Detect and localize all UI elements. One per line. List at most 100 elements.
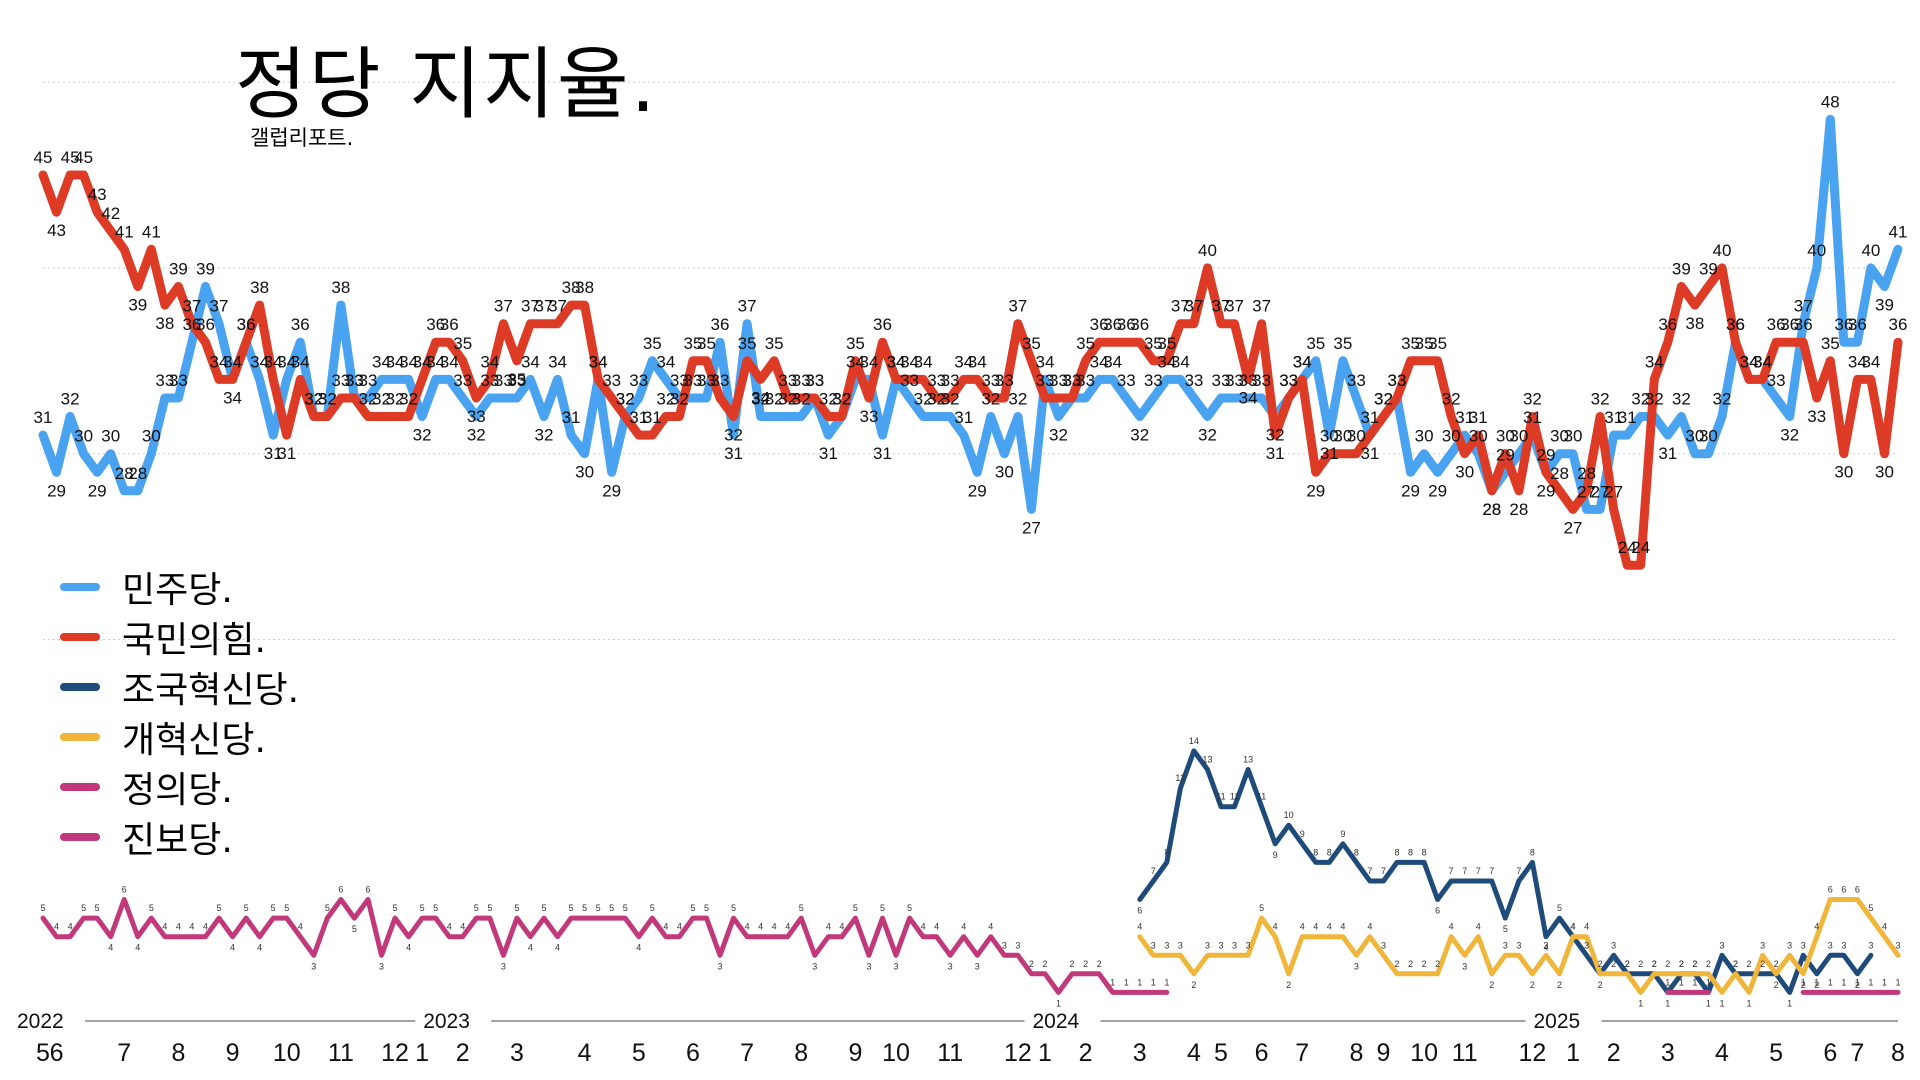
data-label: 43 — [88, 185, 107, 204]
data-label: 34 — [914, 352, 933, 371]
data-label: 37 — [494, 297, 513, 316]
data-label: 28 — [115, 464, 134, 483]
data-label: 32 — [372, 390, 391, 409]
data-label: 3 — [1151, 940, 1156, 950]
data-label: 31 — [1455, 408, 1474, 427]
data-label: 37 — [738, 297, 757, 316]
data-label: 2 — [1070, 959, 1075, 969]
data-label: 40 — [1198, 241, 1217, 260]
data-label: 33 — [778, 371, 797, 390]
x-tick-label: 11 — [937, 1039, 963, 1067]
data-label: 36 — [426, 315, 445, 334]
data-label: 30 — [1455, 463, 1474, 482]
legend-item-ppp: 국민의힘. — [60, 612, 299, 662]
data-label: 35 — [1144, 334, 1163, 353]
data-label: 6 — [1841, 885, 1846, 895]
x-year-label: 2023 — [423, 1010, 470, 1033]
data-label: 5 — [420, 903, 425, 913]
data-label: 7 — [1367, 866, 1372, 876]
series-3 — [1137, 897, 1901, 995]
x-tick-label: 4 — [1187, 1039, 1201, 1067]
data-label: 32 — [304, 390, 323, 409]
data-label: 4 — [1882, 922, 1887, 932]
data-label: 30 — [1564, 427, 1583, 446]
data-label: 31 — [1618, 408, 1637, 427]
data-label: 7 — [1489, 866, 1494, 876]
data-label: 5 — [596, 903, 601, 913]
data-label: 4 — [1584, 922, 1589, 932]
data-label: 35 — [453, 334, 472, 353]
data-label: 34 — [589, 352, 608, 371]
data-label: 4 — [745, 922, 750, 932]
data-label: 4 — [961, 922, 966, 932]
data-label: 30 — [1834, 463, 1853, 482]
data-label: 7 — [1476, 866, 1481, 876]
data-label: 41 — [142, 222, 161, 241]
data-label: 36 — [711, 315, 730, 334]
data-label: 34 — [1753, 352, 1772, 371]
data-label: 36 — [1889, 315, 1908, 334]
data-label: 38 — [155, 314, 174, 333]
data-label: 1 — [1137, 977, 1142, 987]
data-label: 35 — [1428, 334, 1447, 353]
data-label: 28 — [1577, 464, 1596, 483]
data-label: 29 — [1536, 481, 1555, 500]
data-label: 4 — [758, 922, 763, 932]
data-label: 30 — [1415, 427, 1434, 446]
data-label: 32 — [359, 390, 378, 409]
data-label: 31 — [819, 444, 838, 463]
x-tick-label: 9 — [226, 1039, 240, 1067]
data-label: 2 — [1679, 959, 1684, 969]
data-label: 42 — [101, 204, 120, 223]
data-label: 33 — [859, 407, 878, 426]
data-label: 1 — [1124, 977, 1129, 987]
data-label: 30 — [995, 463, 1014, 482]
data-label: 35 — [683, 334, 702, 353]
data-label: 33 — [1279, 371, 1298, 390]
data-label: 4 — [1476, 922, 1481, 932]
data-label: 3 — [717, 961, 722, 971]
data-label: 32 — [318, 390, 337, 409]
data-label: 34 — [1645, 352, 1664, 371]
legend-item-justice: 정의당. — [60, 762, 299, 812]
data-label: 28 — [1482, 500, 1501, 519]
data-label: 4 — [826, 922, 831, 932]
legend-swatch-progressive — [60, 833, 100, 841]
data-label: 11 — [1230, 792, 1239, 802]
data-label: 13 — [1202, 755, 1212, 765]
data-label: 2 — [1435, 959, 1440, 969]
data-label: 33 — [1184, 371, 1203, 390]
data-label: 3 — [379, 961, 384, 971]
data-label: 5 — [95, 903, 100, 913]
data-label: 33 — [670, 371, 689, 390]
data-label: 8 — [1422, 847, 1427, 857]
data-label: 32 — [765, 390, 784, 409]
data-label: 4 — [1367, 922, 1372, 932]
data-label: 35 — [1157, 334, 1176, 353]
data-label: 6 — [122, 885, 127, 895]
data-label: 39 — [128, 296, 147, 315]
data-label: 4 — [1543, 943, 1548, 953]
data-label: 3 — [948, 961, 953, 971]
data-label: 5 — [271, 903, 276, 913]
data-label: 8 — [1395, 847, 1400, 857]
data-label: 24 — [1631, 538, 1650, 557]
data-label: 35 — [697, 334, 716, 353]
data-label: 4 — [68, 922, 73, 932]
data-label: 34 — [846, 352, 865, 371]
data-label: 3 — [1895, 940, 1900, 950]
data-label: 33 — [1225, 371, 1244, 390]
data-label: 6 — [1855, 885, 1860, 895]
data-label: 48 — [1821, 92, 1840, 111]
data-label: 5 — [1868, 903, 1873, 913]
data-label: 11 — [1216, 792, 1225, 802]
data-label: 2 — [1042, 959, 1047, 969]
data-label: 34 — [264, 352, 283, 371]
data-label: 1 — [1868, 977, 1873, 987]
data-label: 34 — [1036, 352, 1055, 371]
data-label: 35 — [1821, 334, 1840, 353]
data-label: 30 — [1347, 427, 1366, 446]
data-label: 34 — [1740, 352, 1759, 371]
data-label: 8 — [1408, 847, 1413, 857]
